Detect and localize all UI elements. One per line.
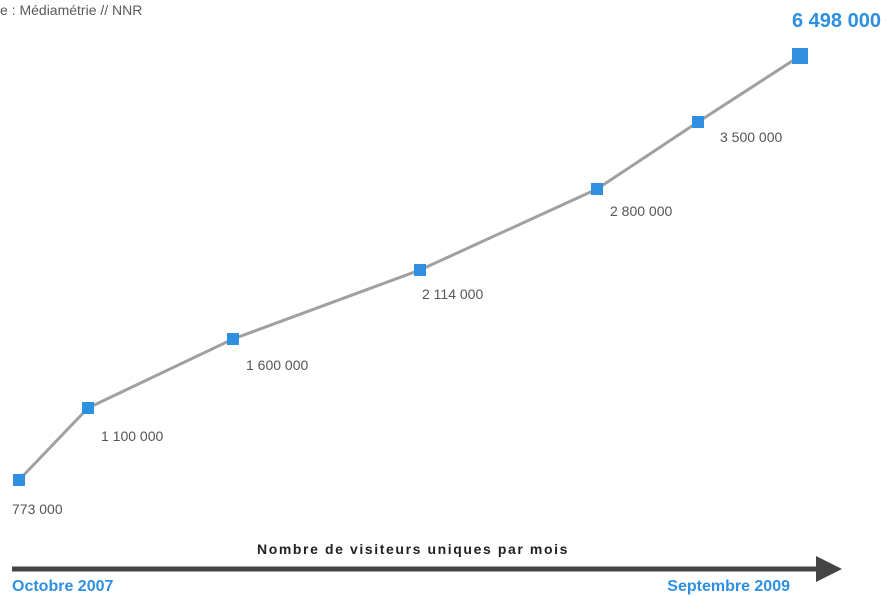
- data-value-label: 773 000: [12, 501, 63, 517]
- data-point-marker: [591, 183, 603, 195]
- data-value-label: 1 600 000: [246, 357, 308, 373]
- data-labels: 773 000 1 100 000 1 600 000 2 114 000 2 800 …: [12, 10, 881, 517]
- data-point-marker: [414, 264, 426, 276]
- data-point-marker: [692, 116, 704, 128]
- data-value-label: 2 800 000: [610, 203, 672, 219]
- axis-caption: Nombre de visiteurs uniques par mois: [257, 541, 569, 557]
- data-markers: [13, 48, 808, 486]
- data-point-marker: [13, 474, 25, 486]
- period-end-label: Septembre 2009: [667, 578, 790, 595]
- timeline-arrow: [12, 556, 842, 582]
- source-note: e : Médiamétrie // NNR: [0, 2, 143, 18]
- data-point-marker: [227, 333, 239, 345]
- data-value-label: 1 100 000: [101, 428, 163, 444]
- data-point-marker: [82, 402, 94, 414]
- data-value-label: 2 114 000: [422, 286, 483, 302]
- data-value-label: 3 500 000: [720, 129, 782, 145]
- series-line: [17, 54, 801, 482]
- data-point-marker: [792, 48, 808, 64]
- period-start-label: Octobre 2007: [12, 578, 114, 595]
- highlight-value-label: 6 498 000: [792, 10, 881, 32]
